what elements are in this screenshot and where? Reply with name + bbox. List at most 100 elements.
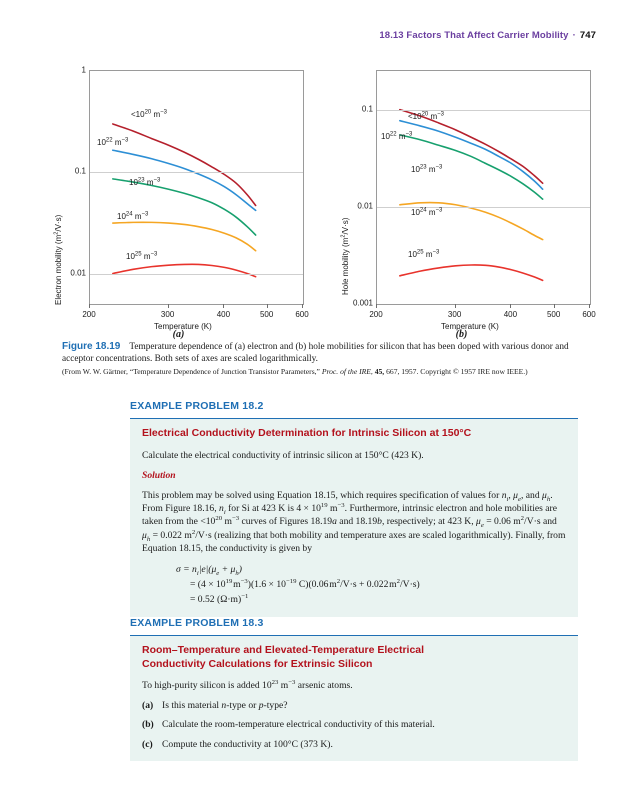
chart-x-tick-label: 400	[216, 310, 231, 319]
chart-x-tick	[89, 304, 90, 308]
chart-x-tick	[454, 304, 456, 308]
chart-series-label: 1023 m−3	[129, 177, 161, 187]
chart-x-tick-label: 200	[82, 310, 96, 319]
chart-b-panel-letter: (b)	[455, 329, 468, 340]
chart-y-tick-label: 1	[81, 65, 86, 75]
chart-gridline	[377, 109, 590, 111]
chart-gridline	[377, 206, 590, 208]
chart-a-y-axis-title: Electron mobility (m2/V·s)	[53, 214, 63, 305]
page-number: 747	[579, 30, 596, 41]
chart-series-curve	[112, 178, 257, 236]
chart-series-curve	[112, 221, 257, 252]
chart-y-tick-label: 0.01	[357, 201, 373, 211]
chart-x-tick	[510, 304, 512, 308]
example-18-3-title-line-2: Conductivity Calculations for Extrinsic …	[142, 657, 373, 670]
example-18-2-body: Calculate the electrical conductivity of…	[142, 449, 566, 607]
chart-x-tick	[589, 304, 590, 308]
chart-b-y-axis-title: Hole mobility (m2/V·s)	[340, 217, 350, 295]
chart-x-tick-label: 200	[369, 310, 383, 319]
chart-series-curve	[399, 134, 544, 200]
figure-credit-text: (From W. W. Gärtner, “Temperature Depend…	[62, 367, 528, 376]
chart-series-label: 1022 m−3	[381, 131, 413, 141]
chart-x-tick	[223, 304, 225, 308]
list-item-marker: (b)	[142, 719, 154, 731]
chart-y-tick-label: 0.1	[74, 166, 86, 176]
chart-series-label: <1020 m−3	[131, 109, 167, 119]
chart-y-tick-label: 0.1	[361, 104, 373, 114]
example-18-3-header: EXAMPLE PROBLEM 18.3	[130, 617, 264, 629]
running-head-separator: ·	[572, 30, 576, 41]
list-item-text: Calculate the room-temperature electrica…	[162, 719, 435, 731]
running-head: 18.13 Factors That Affect Carrier Mobili…	[379, 30, 596, 41]
example-18-3-body: To high-purity silicon is added 1023 m−3…	[142, 679, 566, 751]
chart-x-tick-label: 400	[503, 310, 518, 319]
figure-credit: (From W. W. Gärtner, “Temperature Depend…	[62, 367, 578, 377]
chart-series-label: 1024 m−3	[117, 211, 149, 221]
example-18-2-box: Electrical Conductivity Determination fo…	[130, 418, 578, 617]
chart-y-tick-label: 0.01	[70, 268, 86, 278]
chart-b-x-axis-title: Temperature (K)	[441, 322, 499, 331]
chart-x-tick	[302, 304, 303, 308]
chart-series-label: 1025 m−3	[126, 251, 158, 261]
chart-panel-b: Hole mobility (m2/V·s) Temperature (K) (…	[319, 60, 604, 340]
example-18-3-item-list: (a) Is this material n-type or p-type? (…	[142, 699, 566, 751]
chart-x-tick-label: 500	[259, 310, 274, 319]
list-item: (a) Is this material n-type or p-type?	[142, 699, 566, 712]
chart-x-tick	[553, 304, 555, 308]
chart-series-label: 1022 m−3	[97, 137, 129, 147]
example-18-2-paragraph: This problem may be solved using Equatio…	[142, 489, 566, 554]
figure-18-19: Electron mobility (m2/V·s) Temperature (…	[36, 60, 606, 341]
example-18-2-title: Electrical Conductivity Determination fo…	[142, 427, 472, 439]
chart-gridline	[90, 172, 303, 174]
example-18-2-prompt: Calculate the electrical conductivity of…	[142, 449, 424, 461]
chart-panel-a: Electron mobility (m2/V·s) Temperature (…	[36, 60, 321, 341]
list-item-text: Is this material n-type or p-type?	[162, 700, 288, 712]
chart-gridline	[90, 273, 303, 275]
example-18-2-solution-label: Solution	[142, 469, 176, 481]
chart-series-curve	[399, 264, 544, 282]
equation-line-2: = (4 × 1019 m−3)(1.6 × 10−19 C)(0.06 m2/…	[190, 577, 420, 590]
figure-caption-text: Temperature dependence of (a) electron a…	[62, 342, 569, 364]
chart-series-curve	[112, 263, 257, 278]
example-18-3-box: Room–Temperature and Elevated-Temperatur…	[130, 635, 578, 761]
list-item-marker: (c)	[142, 738, 153, 750]
chart-x-tick-label: 500	[546, 310, 561, 319]
chart-x-tick	[376, 304, 377, 308]
chart-series-curve	[112, 123, 257, 207]
figure-caption-label: Figure 18.19	[62, 341, 121, 352]
chart-x-tick-label: 300	[160, 310, 175, 319]
example-18-2-equation: σ = ni|e|(μe + μh) = (4 × 1019 m−3)(1.6 …	[142, 562, 566, 607]
chart-a-x-axis-title: Temperature (K)	[154, 322, 212, 331]
equation-line-3: = 0.52 (Ω·m)−1	[190, 592, 249, 605]
chart-x-tick-label: 300	[447, 310, 462, 319]
chart-series-curve	[399, 201, 544, 241]
chart-series-curve	[399, 108, 544, 185]
chart-a-plot-area	[89, 70, 304, 305]
example-18-3-title: Room–Temperature and Elevated-Temperatur…	[142, 644, 566, 671]
chart-series-label: 1024 m−3	[411, 207, 443, 217]
chart-b-curves	[399, 108, 544, 282]
chart-y-tick-label: 0.001	[352, 298, 373, 308]
chart-x-tick-label: 600	[582, 310, 596, 319]
figure-caption: Figure 18.19 Temperature dependence of (a…	[62, 341, 578, 365]
chart-x-tick-label: 600	[295, 310, 309, 319]
chart-b-plot-area	[376, 70, 591, 305]
list-item-text: Compute the conductivity at 100°C (373 K…	[162, 738, 333, 750]
chart-x-tick	[266, 304, 268, 308]
equation-line-1: σ = ni|e|(μe + μh)	[176, 563, 242, 577]
example-18-3-title-line-1: Room–Temperature and Elevated-Temperatur…	[142, 644, 425, 656]
chart-series-curve	[112, 149, 257, 212]
example-18-2-header: EXAMPLE PROBLEM 18.2	[130, 400, 264, 412]
chart-series-label: <1020 m−3	[408, 111, 444, 121]
running-head-section: 18.13 Factors That Affect Carrier Mobili…	[379, 30, 569, 41]
list-item: (b) Calculate the room-temperature elect…	[142, 718, 566, 731]
chart-series-curve	[399, 119, 544, 190]
chart-series-label: 1023 m−3	[411, 164, 443, 174]
example-18-3-prompt: To high-purity silicon is added 1023 m−3…	[142, 678, 353, 691]
list-item: (c) Compute the conductivity at 100°C (3…	[142, 738, 566, 751]
chart-series-label: 1025 m−3	[408, 249, 440, 259]
chart-a-curves	[112, 123, 257, 278]
chart-x-tick	[167, 304, 169, 308]
chart-a-panel-letter: (a)	[172, 329, 185, 340]
list-item-marker: (a)	[142, 700, 154, 712]
